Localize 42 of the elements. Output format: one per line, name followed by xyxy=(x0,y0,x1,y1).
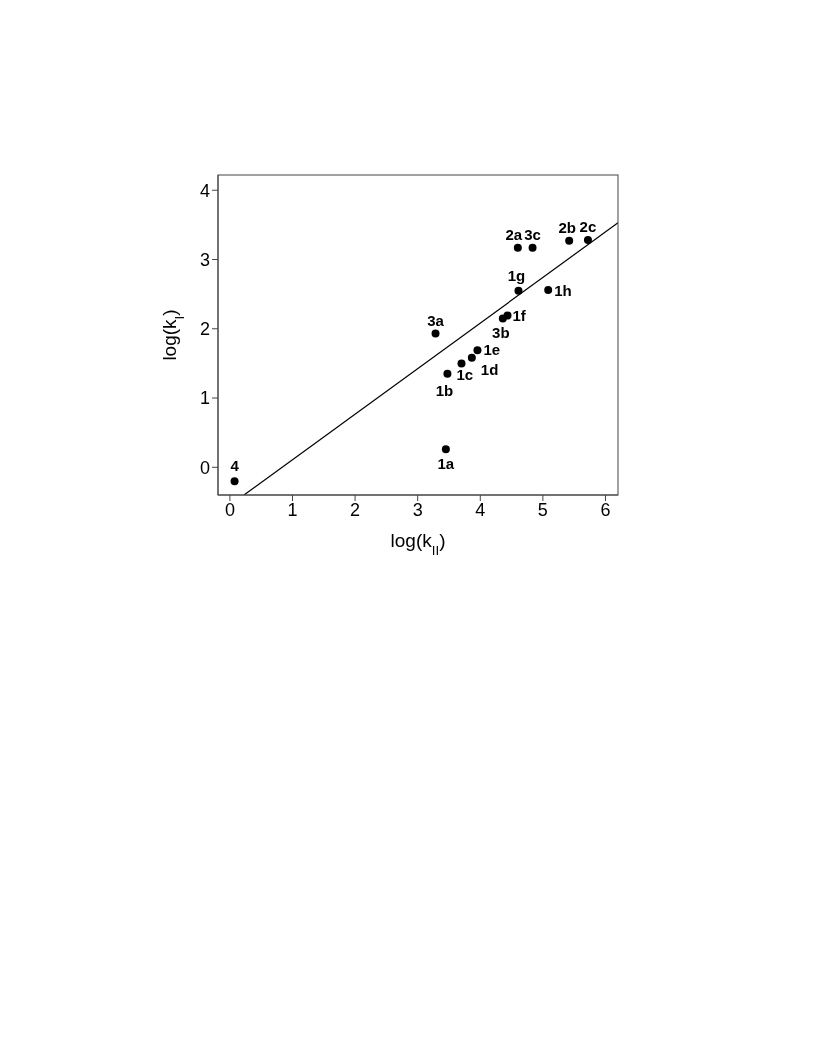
annotation: 2b xyxy=(558,218,576,236)
annotation: 1d xyxy=(480,360,499,378)
x-tick-label: 5 xyxy=(537,499,548,520)
x-tick-label: 0 xyxy=(224,499,235,520)
point xyxy=(441,445,450,454)
annotation: 1a xyxy=(437,455,455,473)
point xyxy=(473,346,482,355)
point xyxy=(443,369,452,378)
annotation: 1c xyxy=(456,366,474,384)
annotation: 4 xyxy=(230,457,240,475)
annotation: 1g xyxy=(507,266,526,284)
point xyxy=(457,359,466,368)
x-axis-title: log(k$_{II}$) xyxy=(390,530,446,558)
point xyxy=(513,243,522,252)
point xyxy=(583,236,592,245)
annotation: 3a xyxy=(427,311,445,329)
annotation: 2c xyxy=(579,218,597,236)
y-tick-label: 1 xyxy=(199,388,210,409)
x-tick-label: 2 xyxy=(350,499,361,520)
point xyxy=(528,243,537,252)
x-tick-label: 6 xyxy=(600,499,611,520)
annotation: 1f xyxy=(512,306,527,324)
x-tick-label: 4 xyxy=(475,499,486,520)
annotation: 3c xyxy=(524,225,541,243)
point xyxy=(503,311,512,320)
annotation: 1b xyxy=(435,381,454,399)
y-tick-label: 4 xyxy=(199,180,210,201)
point xyxy=(514,286,523,295)
y-tick-label: 2 xyxy=(199,319,210,340)
point xyxy=(565,236,574,245)
x-tick-label: 3 xyxy=(412,499,423,520)
point xyxy=(544,285,553,294)
y-tick-label: 3 xyxy=(199,249,210,270)
x-tick-label: 1 xyxy=(287,499,298,520)
annotation: 1e xyxy=(483,341,501,359)
annotation: 2a xyxy=(505,225,523,243)
point xyxy=(467,353,476,362)
point xyxy=(431,329,440,338)
annotation: 3b xyxy=(492,324,510,342)
y-tick-label: 0 xyxy=(199,457,210,478)
point xyxy=(230,477,239,486)
annotation: 1h xyxy=(554,281,572,299)
